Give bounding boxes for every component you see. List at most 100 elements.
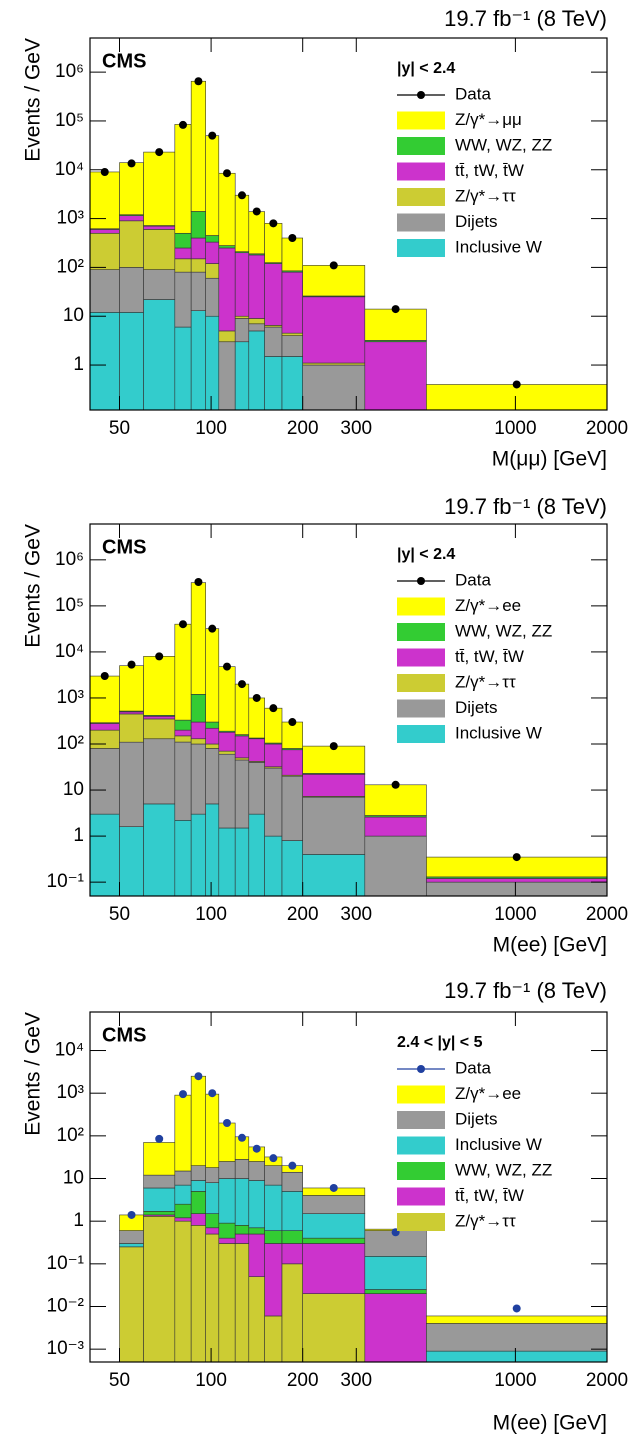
- y-tick-label: 10²: [57, 256, 84, 277]
- stack-segment: [281, 1171, 303, 1192]
- x-tick-label: 50: [109, 418, 130, 439]
- stack-segment: [264, 1315, 283, 1363]
- data-point: [329, 1183, 338, 1192]
- stack-segment: [234, 318, 250, 343]
- stack-segment: [218, 731, 236, 752]
- y-axis-label: Events / GeV: [22, 524, 45, 648]
- stack-segment: [234, 252, 250, 317]
- stack-segment: [426, 878, 608, 883]
- legend-header: 2.4 < |y| < 5: [397, 1034, 483, 1051]
- stack-segment: [89, 748, 120, 815]
- stack-segment: [218, 1222, 236, 1239]
- stack-segment: [119, 711, 144, 715]
- stack-segment: [190, 694, 206, 723]
- stack-segment: [205, 743, 220, 749]
- legend-label: Z/γ*→ee: [455, 1084, 521, 1103]
- y-tick-label: 10²: [57, 733, 84, 754]
- stack-segment: [248, 697, 265, 739]
- stack-segment: [89, 723, 120, 731]
- stack-segment: [205, 135, 220, 236]
- legend-swatch: [397, 111, 445, 130]
- stack-segment: [190, 237, 206, 260]
- stack-segment: [143, 738, 176, 805]
- stack-segment: [190, 211, 206, 239]
- stack-segment: [89, 269, 120, 313]
- stack-segment: [174, 124, 192, 234]
- stack-segment: [218, 245, 236, 249]
- stack-segment: [143, 225, 176, 230]
- legend-label: Z/γ*→ττ: [455, 186, 516, 205]
- legend-label: Dijets: [455, 1109, 498, 1128]
- stack-segment: [190, 813, 206, 897]
- data-point: [391, 780, 400, 789]
- legend-swatch: [397, 1213, 445, 1231]
- stack-segment: [218, 1178, 236, 1224]
- stack-segment: [143, 1211, 176, 1216]
- stack-segment: [234, 1225, 250, 1235]
- legend-swatch: [397, 1162, 445, 1180]
- y-tick-label: 1: [73, 1210, 84, 1231]
- stack-segment: [119, 713, 144, 743]
- legend-swatch: [397, 188, 445, 206]
- stack-segment: [190, 1191, 206, 1214]
- stack-segment: [218, 666, 236, 732]
- data-point: [329, 261, 338, 270]
- stack-segment: [205, 241, 220, 264]
- legend-label: Z/γ*→μμ: [455, 110, 522, 129]
- cms-label: CMS: [102, 536, 146, 558]
- stack-segment: [174, 258, 192, 273]
- stack-segment: [302, 796, 366, 855]
- stack-segment: [264, 1165, 283, 1186]
- stack-segment: [364, 835, 427, 897]
- stack-segment: [364, 1289, 427, 1294]
- legend-swatch: [397, 648, 445, 667]
- stack-segment: [174, 1217, 192, 1222]
- stack-segment: [218, 341, 236, 411]
- stack-segment: [190, 1180, 206, 1192]
- stack-segment: [302, 1243, 366, 1294]
- stack-segment: [264, 835, 283, 897]
- stack-segment: [174, 232, 192, 249]
- legend-swatch: [417, 91, 425, 99]
- stack-segment: [426, 1350, 608, 1363]
- y-tick-label: 10⁵: [55, 110, 84, 131]
- stack-segment: [364, 341, 427, 411]
- stack-segment: [190, 310, 206, 411]
- legend-swatch: [417, 1065, 425, 1073]
- stack-segment: [218, 750, 236, 755]
- data-point: [100, 671, 109, 680]
- stack-segment: [264, 356, 283, 411]
- stack-segment: [205, 235, 220, 243]
- stack-segment: [234, 1178, 250, 1226]
- stack-segment: [205, 1233, 220, 1363]
- stack-segment: [205, 1227, 220, 1235]
- stack-segment: [89, 232, 120, 270]
- stack-segment: [218, 172, 236, 246]
- stack-segment: [205, 1167, 220, 1183]
- stack-segment: [248, 1180, 265, 1229]
- cms-label: CMS: [102, 50, 146, 72]
- legend-swatch: [397, 239, 445, 257]
- data-point: [512, 853, 521, 862]
- stack-segment: [205, 727, 220, 745]
- stack-segment: [190, 743, 206, 815]
- stack-segment: [302, 773, 366, 797]
- y-tick-label: 10³: [57, 208, 84, 229]
- stack-segment: [281, 1230, 303, 1244]
- stack-segment: [234, 827, 250, 897]
- chart-title: 19.7 fb⁻¹ (8 TeV): [444, 978, 607, 1003]
- stack-segment: [143, 269, 176, 300]
- data-point: [208, 131, 217, 140]
- stack-segment: [281, 237, 303, 272]
- x-tick-label: 1000: [494, 418, 536, 439]
- stack-segment: [302, 854, 366, 897]
- plot-frame: [89, 523, 608, 897]
- stack-segment: [248, 254, 265, 319]
- stack-segment: [426, 881, 608, 897]
- data-point: [252, 693, 261, 702]
- x-axis-label: M(ee) [GeV]: [493, 934, 607, 957]
- x-axis-label: M(ee) [GeV]: [493, 1412, 607, 1435]
- stack-segment: [248, 813, 265, 897]
- x-tick-label: 300: [340, 418, 372, 439]
